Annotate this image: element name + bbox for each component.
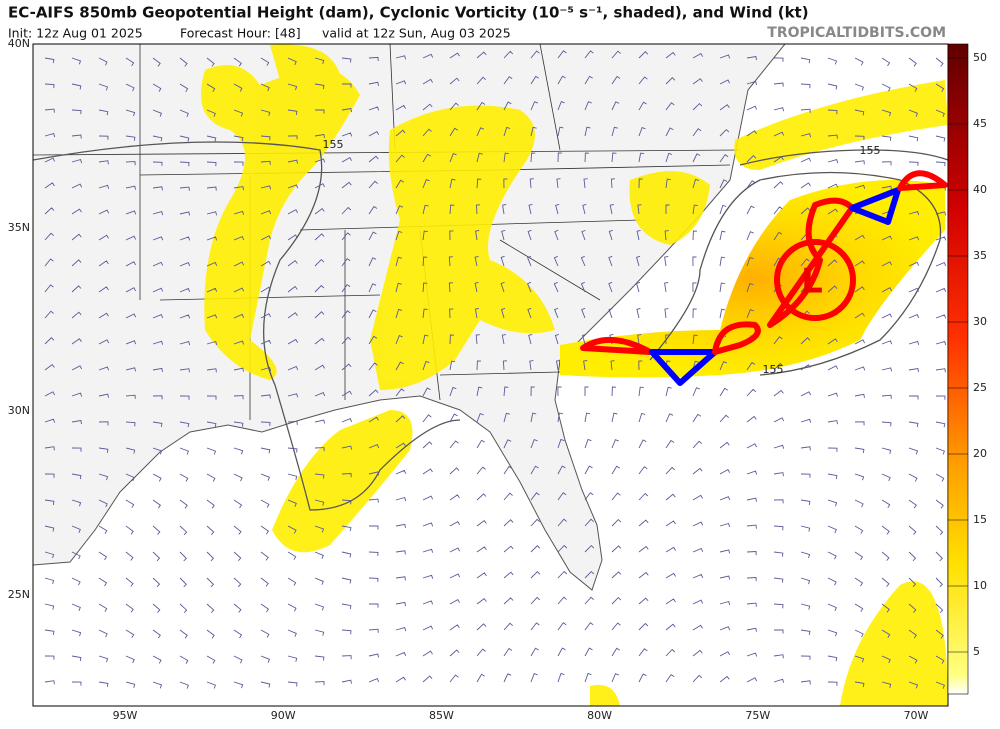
lon-label: 75W bbox=[745, 709, 770, 722]
barb-field bbox=[44, 50, 947, 689]
contour-label: 155 bbox=[860, 144, 881, 157]
valid-time: valid at 12z Sun, Aug 03 2025 bbox=[322, 26, 511, 41]
colorbar-label: 50 bbox=[973, 51, 987, 64]
colorbar-label: 5 bbox=[973, 645, 980, 658]
lat-label: 35N bbox=[8, 221, 30, 234]
colorbar-label: 15 bbox=[973, 513, 987, 526]
title: EC-AIFS 850mb Geopotential Height (dam),… bbox=[8, 4, 809, 22]
low-label: L bbox=[801, 262, 823, 302]
front-annotation bbox=[580, 170, 948, 386]
colorbar-label: 10 bbox=[973, 579, 987, 592]
lon-label: 70W bbox=[904, 709, 929, 722]
wind-barbs bbox=[44, 50, 947, 689]
contour-label: 155 bbox=[763, 363, 784, 376]
height-contours bbox=[33, 141, 948, 511]
lon-label: 95W bbox=[113, 709, 138, 722]
axis-labels: 40N 35N 30N 25N 95W 90W 85W 80W 75W 70W 5 10 15 20 25 3… bbox=[8, 37, 987, 722]
lat-label: 40N bbox=[8, 37, 30, 50]
colorbar-label: 45 bbox=[973, 117, 987, 130]
lat-label: 30N bbox=[8, 404, 30, 417]
forecast-hour: Forecast Hour: [48] bbox=[180, 26, 301, 41]
colorbar-label: 20 bbox=[973, 447, 987, 460]
lon-label: 80W bbox=[587, 709, 612, 722]
low-vorticity bbox=[560, 180, 945, 378]
site-credit: TROPICALTIDBITS.COM bbox=[767, 25, 946, 41]
colorbar-label: 30 bbox=[973, 315, 987, 328]
colorbar-label: 40 bbox=[973, 183, 987, 196]
lat-label: 25N bbox=[8, 588, 30, 601]
colorbar-label: 25 bbox=[973, 381, 987, 394]
colorbar bbox=[947, 43, 969, 695]
lon-label: 90W bbox=[271, 709, 296, 722]
map-area: L 155 155 155 bbox=[33, 44, 948, 706]
contour-label: 155 bbox=[323, 138, 344, 151]
colorbar-label: 35 bbox=[973, 249, 987, 262]
init-time: Init: 12z Aug 01 2025 bbox=[8, 26, 143, 41]
lon-label: 85W bbox=[429, 709, 454, 722]
